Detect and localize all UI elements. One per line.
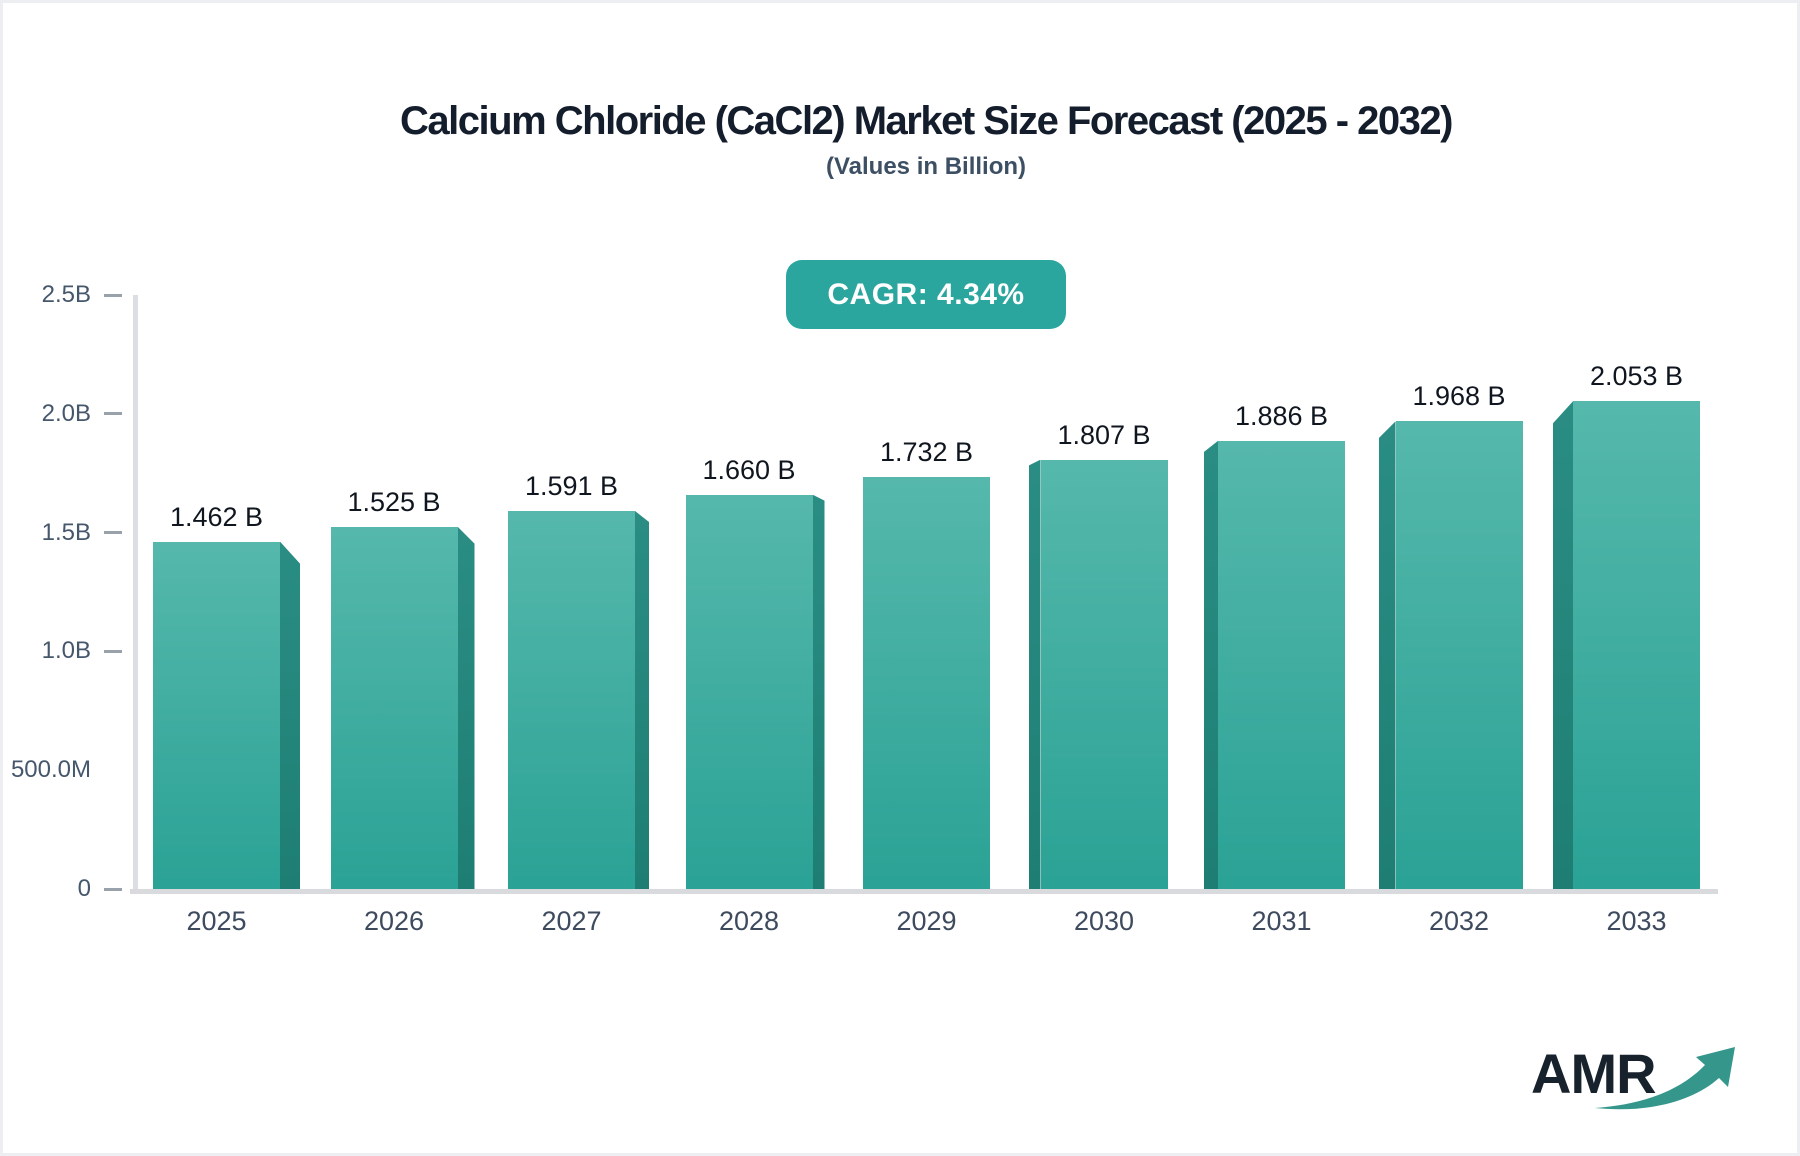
x-axis-line [130, 889, 1718, 894]
bar-3d-side [457, 526, 475, 889]
bar-3d-side [1378, 421, 1396, 889]
bar-value-label: 1.732 B [879, 437, 974, 468]
y-axis-tick-mark [104, 412, 122, 416]
y-axis-tick-label: 500.0M [10, 756, 91, 784]
chart-title: Calcium Chloride (CaCl2) Market Size For… [400, 99, 1453, 143]
bar-value-label: 1.807 B [1057, 419, 1151, 450]
x-axis-tick-label: 2030 [1073, 906, 1135, 936]
bar [1218, 440, 1345, 889]
bar-3d-side [1204, 440, 1218, 889]
y-axis-tick-mark [104, 293, 122, 297]
bar [685, 494, 813, 889]
cagr-badge: CAGR: 4.34% [786, 260, 1066, 329]
bar-value-label: 1.525 B [347, 486, 441, 517]
x-axis-tick-label: 2027 [541, 906, 602, 936]
growth-arrow-icon [1595, 1047, 1735, 1110]
x-axis-tick-label: 2032 [1428, 906, 1490, 936]
y-axis-tick-label: 2.0B [41, 399, 91, 427]
bar [153, 541, 280, 889]
y-axis-tick-label: 2.5B [41, 281, 91, 308]
bar-3d-side [812, 494, 825, 889]
bar [330, 526, 458, 889]
bar-3d-side [1028, 459, 1041, 889]
x-axis-tick-label: 2033 [1606, 906, 1667, 936]
x-axis-tick-label: 2025 [186, 906, 247, 936]
y-axis-tick-mark [104, 531, 122, 535]
bar-3d-side [280, 541, 300, 889]
y-axis-tick-mark [104, 887, 122, 891]
y-axis-tick-label: 1.5B [41, 518, 91, 546]
chart-subtitle: (Values in Billion) [825, 153, 1027, 180]
bar-value-label: 1.462 B [169, 501, 264, 532]
bar-value-label: 1.968 B [1412, 381, 1506, 412]
bar-value-label: 2.053 B [1589, 361, 1684, 392]
bar [1395, 421, 1523, 889]
x-axis-tick-label: 2026 [363, 906, 425, 936]
y-axis-tick-label: 1.0B [41, 637, 91, 665]
bar-value-label: 1.886 B [1234, 400, 1329, 431]
x-axis-tick-label: 2028 [718, 906, 780, 936]
brand-logo-text: AMR [1531, 1042, 1657, 1105]
x-axis-tick-label: 2031 [1251, 906, 1312, 936]
cagr-badge-label: CAGR: 4.34% [827, 277, 1025, 311]
brand-logo: AMR [1531, 1041, 1735, 1121]
y-axis-tick-mark [104, 649, 122, 653]
bar [1040, 459, 1168, 889]
bar [863, 477, 990, 889]
bar [1573, 401, 1700, 889]
y-axis-tick-label: 0 [77, 875, 91, 902]
y-axis-line [133, 295, 138, 891]
x-axis-tick-label: 2029 [896, 906, 957, 936]
bar-value-label: 1.660 B [702, 454, 796, 485]
bar-3d-side [1553, 401, 1573, 889]
bar [508, 510, 635, 889]
bar-value-label: 1.591 B [524, 470, 619, 501]
bar-3d-side [635, 510, 649, 889]
